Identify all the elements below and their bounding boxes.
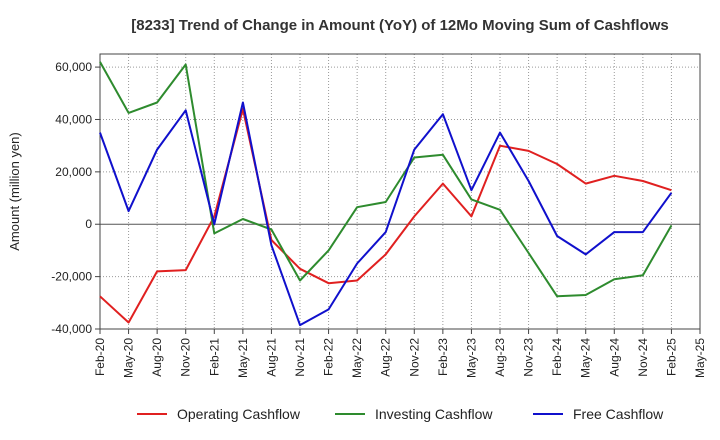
- plot-frame: [99, 53, 701, 330]
- x-tick-label: Feb-21: [207, 338, 221, 376]
- x-tick-label: Feb-25: [664, 338, 678, 376]
- legend-label-1: Operating Cashflow: [177, 406, 301, 422]
- x-tick-label: May-25: [693, 338, 707, 378]
- x-tick-label: Feb-24: [550, 338, 564, 376]
- y-tick-label: 0: [85, 217, 92, 231]
- series-lines: [99, 61, 673, 327]
- x-tick-label: Nov-22: [407, 338, 421, 377]
- x-tick-label: Nov-24: [636, 338, 650, 377]
- x-tick-label: Nov-21: [293, 338, 307, 377]
- x-tick-label: Aug-20: [150, 338, 164, 377]
- y-tick-label: -40,000: [51, 322, 92, 336]
- legend: Operating Cashflow Investing Cashflow Free…: [137, 406, 664, 422]
- legend-label-3: Free Cashflow: [573, 406, 664, 422]
- x-tick-label: Aug-21: [264, 338, 278, 377]
- y-axis-label: Amount (million yen): [7, 132, 22, 251]
- y-tick-label: -20,000: [51, 270, 92, 284]
- y-tick-label: 20,000: [55, 165, 92, 179]
- series-line-3: [99, 101, 673, 327]
- y-tick-label: 60,000: [55, 60, 92, 74]
- legend-label-2: Investing Cashflow: [375, 406, 493, 422]
- y-axis-ticks: -40,000 -20,000 0 20,000 40,000 60,000: [51, 60, 100, 336]
- x-tick-label: May-23: [464, 338, 478, 378]
- chart-title: [8233] Trend of Change in Amount (YoY) o…: [131, 17, 669, 34]
- x-tick-label: Feb-23: [436, 338, 450, 376]
- grid-lines: [100, 54, 700, 330]
- y-tick-label: 40,000: [55, 112, 92, 126]
- x-tick-label: Aug-23: [493, 338, 507, 377]
- series-line-1: [99, 108, 672, 324]
- x-tick-label: May-22: [350, 338, 364, 378]
- x-tick-label: May-21: [236, 338, 250, 378]
- x-tick-label: Feb-20: [93, 338, 107, 376]
- series-line-2: [99, 61, 673, 298]
- x-axis-ticks: Feb-20 May-20 Aug-20 Nov-20 Feb-21 May-21 Aug-…: [93, 329, 707, 378]
- x-tick-label: May-20: [122, 338, 136, 378]
- x-tick-label: Nov-23: [522, 338, 536, 377]
- x-tick-label: Nov-20: [179, 338, 193, 377]
- x-tick-label: May-24: [579, 338, 593, 378]
- x-tick-label: Aug-24: [607, 338, 621, 377]
- x-tick-label: Aug-22: [379, 338, 393, 377]
- x-tick-label: Feb-22: [322, 338, 336, 376]
